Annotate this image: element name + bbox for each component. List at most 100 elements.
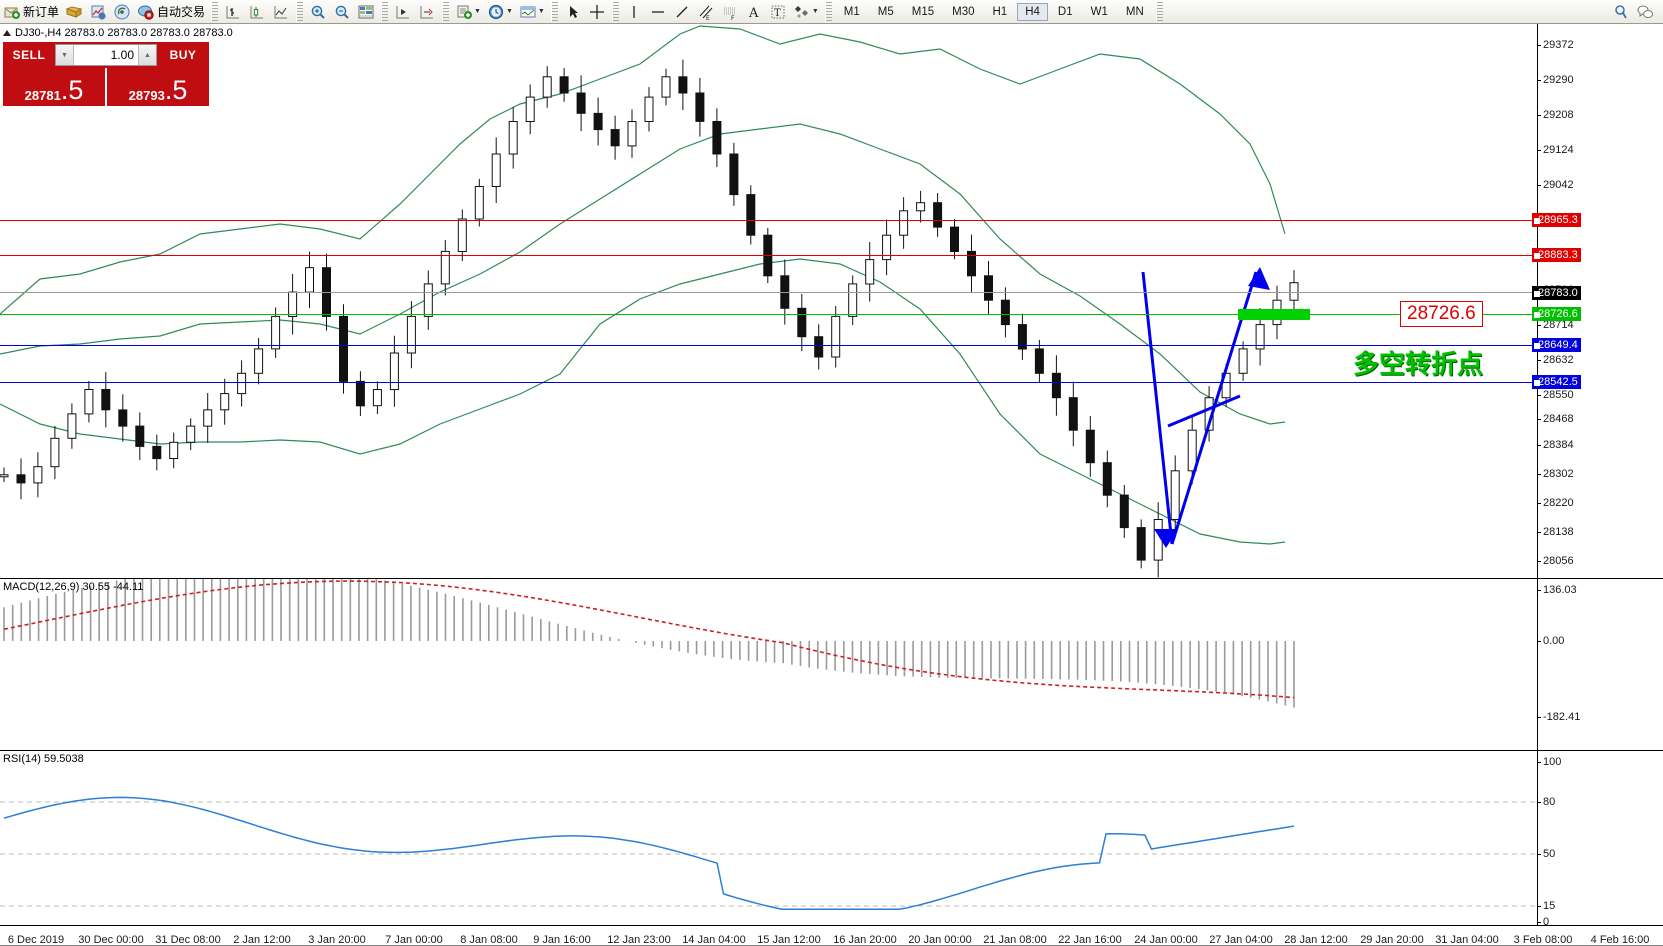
svg-text:F: F xyxy=(731,15,735,21)
fibonacci-retracement-button[interactable]: F xyxy=(718,1,742,23)
price-badge-support-2[interactable]: 28542.5 xyxy=(1532,375,1581,389)
search-button[interactable] xyxy=(1609,1,1633,23)
price-badge-resistance-2[interactable]: 28883.3 xyxy=(1532,248,1581,262)
rsi-label: RSI(14) 59.5038 xyxy=(3,753,84,765)
time-tick: 16 Jan 20:00 xyxy=(833,934,897,946)
crosshair-tool-button[interactable] xyxy=(585,1,609,23)
timeframe-h1[interactable]: H1 xyxy=(992,5,1008,18)
pivot-highlight-marker[interactable] xyxy=(1238,309,1310,320)
volume-stepper[interactable]: ▼ 1.00 ▲ xyxy=(55,44,157,66)
volume-input[interactable]: 1.00 xyxy=(110,48,134,62)
chevron-down-icon[interactable]: ▼ xyxy=(474,8,481,15)
market-watch-icon xyxy=(89,3,107,21)
cursor-tool-button[interactable] xyxy=(561,1,585,23)
timeframe-mn[interactable]: MN xyxy=(1125,5,1144,18)
shapes-icon xyxy=(793,3,811,21)
periodicity-button[interactable]: ▼ xyxy=(484,1,516,23)
collapse-triangle-icon[interactable] xyxy=(3,30,11,36)
horizontal-line-button[interactable] xyxy=(646,1,670,23)
sell-price[interactable]: 28781 .5 xyxy=(3,68,105,106)
market-watch-button[interactable] xyxy=(86,1,110,23)
add-indicator-button[interactable]: ▼ xyxy=(452,1,484,23)
price-tick: 28056 xyxy=(1537,555,1574,567)
chat-button[interactable] xyxy=(1633,1,1657,23)
time-tick: 30 Dec 00:00 xyxy=(78,934,144,946)
price-callout[interactable]: 28726.6 xyxy=(1400,301,1483,327)
buy-button[interactable]: BUY xyxy=(157,42,209,68)
price-badge-pivot[interactable]: 28726.6 xyxy=(1532,307,1581,321)
chevron-down-icon[interactable]: ▼ xyxy=(537,8,545,15)
macd-tick-max: 136.03 xyxy=(1537,584,1577,596)
support-line-1[interactable] xyxy=(0,345,1537,346)
text-label-button[interactable]: A xyxy=(742,1,766,23)
expert-advisors-button[interactable] xyxy=(62,1,86,23)
vertical-line-button[interactable] xyxy=(622,1,646,23)
resistance-line-2[interactable] xyxy=(0,255,1537,256)
toolbar-separator xyxy=(211,1,219,22)
trendline-button[interactable] xyxy=(670,1,694,23)
timeframe-m1[interactable]: M1 xyxy=(843,5,860,18)
line-chart-button[interactable] xyxy=(269,1,293,23)
price-tick: 28550 xyxy=(1537,389,1574,401)
timeframe-m5[interactable]: M5 xyxy=(877,5,894,18)
volume-increment[interactable]: ▲ xyxy=(138,45,156,65)
timeframe-h4[interactable]: H4 xyxy=(1017,2,1048,21)
horizontal-line-icon xyxy=(649,3,667,21)
rsi-pane[interactable]: RSI(14) 59.5038 100 80 50 15 0 xyxy=(0,750,1663,928)
equidistant-channel-button[interactable]: E xyxy=(694,1,718,23)
crosshair-icon xyxy=(588,3,606,21)
sell-button[interactable]: SELL xyxy=(3,42,55,68)
time-tick: 4 Feb 16:00 xyxy=(1590,934,1650,946)
one-click-trading-panel[interactable]: SELL ▼ 1.00 ▲ BUY 28781 .5 28793 .5 xyxy=(3,42,209,106)
price-chart-pane[interactable]: 28726.6 多空转折点 29372 29290 29208 29124 29… xyxy=(0,24,1663,578)
price-badge-support-1[interactable]: 28649.4 xyxy=(1532,338,1581,352)
macd-canvas xyxy=(3,579,1295,708)
chinese-annotation[interactable]: 多空转折点 xyxy=(1353,350,1484,380)
volume-decrement[interactable]: ▼ xyxy=(56,45,74,65)
sell-price-dec: .5 xyxy=(60,75,84,105)
rsi-canvas xyxy=(0,796,1537,910)
new-order-button[interactable]: 新订单 xyxy=(0,1,62,23)
candlestick-chart-button[interactable] xyxy=(245,1,269,23)
time-tick: 9 Jan 16:00 xyxy=(533,934,591,946)
bar-chart-button[interactable] xyxy=(221,1,245,23)
chevron-down-icon[interactable]: ▼ xyxy=(811,8,819,15)
chevron-down-icon[interactable]: ▼ xyxy=(505,8,513,15)
timeframe-d1[interactable]: D1 xyxy=(1057,5,1073,18)
toolbar-separator xyxy=(550,1,558,22)
arrow-head-down xyxy=(1154,529,1178,548)
resistance-line-1[interactable] xyxy=(0,220,1537,221)
time-tick: 2 Jan 12:00 xyxy=(233,934,291,946)
signals-button[interactable] xyxy=(110,1,134,23)
text-box-button[interactable]: T xyxy=(766,1,790,23)
pivot-line[interactable] xyxy=(0,314,1537,315)
support-line-2[interactable] xyxy=(0,382,1537,383)
zoom-out-button[interactable] xyxy=(330,1,354,23)
auto-scroll-button[interactable] xyxy=(391,1,415,23)
time-axis: 6 Dec 2019 30 Dec 00:00 31 Dec 08:00 2 J… xyxy=(0,925,1663,946)
price-tick: 28714 xyxy=(1537,319,1574,331)
auto-trading-button[interactable]: 自动交易 xyxy=(134,1,208,23)
rsi-tick-15: 15 xyxy=(1536,900,1556,912)
templates-button[interactable]: ▼ xyxy=(516,1,548,23)
auto-trading-icon xyxy=(137,3,155,21)
shapes-button[interactable]: ▼ xyxy=(790,1,822,23)
buy-price[interactable]: 28793 .5 xyxy=(107,68,209,106)
time-tick: 3 Jan 20:00 xyxy=(308,934,366,946)
toolbar-separator xyxy=(611,1,619,22)
zoom-in-button[interactable] xyxy=(306,1,330,23)
timeframe-m15[interactable]: M15 xyxy=(911,5,935,18)
add-indicator-icon xyxy=(455,3,473,21)
chart-shift-button[interactable] xyxy=(415,1,439,23)
timeframe-m30[interactable]: M30 xyxy=(952,5,975,18)
price-tick: 29372 xyxy=(1537,39,1574,51)
macd-pane[interactable]: MACD(12,26,9) 30.55 -44.11 136.03 0.00 -… xyxy=(0,578,1663,750)
timeframe-w1[interactable]: W1 xyxy=(1090,5,1108,18)
time-tick: 29 Jan 20:00 xyxy=(1360,934,1424,946)
auto-scroll-icon xyxy=(394,3,412,21)
chart-grid-button[interactable] xyxy=(354,1,378,23)
chat-icon xyxy=(1636,3,1654,21)
price-badge-resistance-1[interactable]: 28965.3 xyxy=(1532,213,1581,227)
template-icon xyxy=(519,3,537,21)
